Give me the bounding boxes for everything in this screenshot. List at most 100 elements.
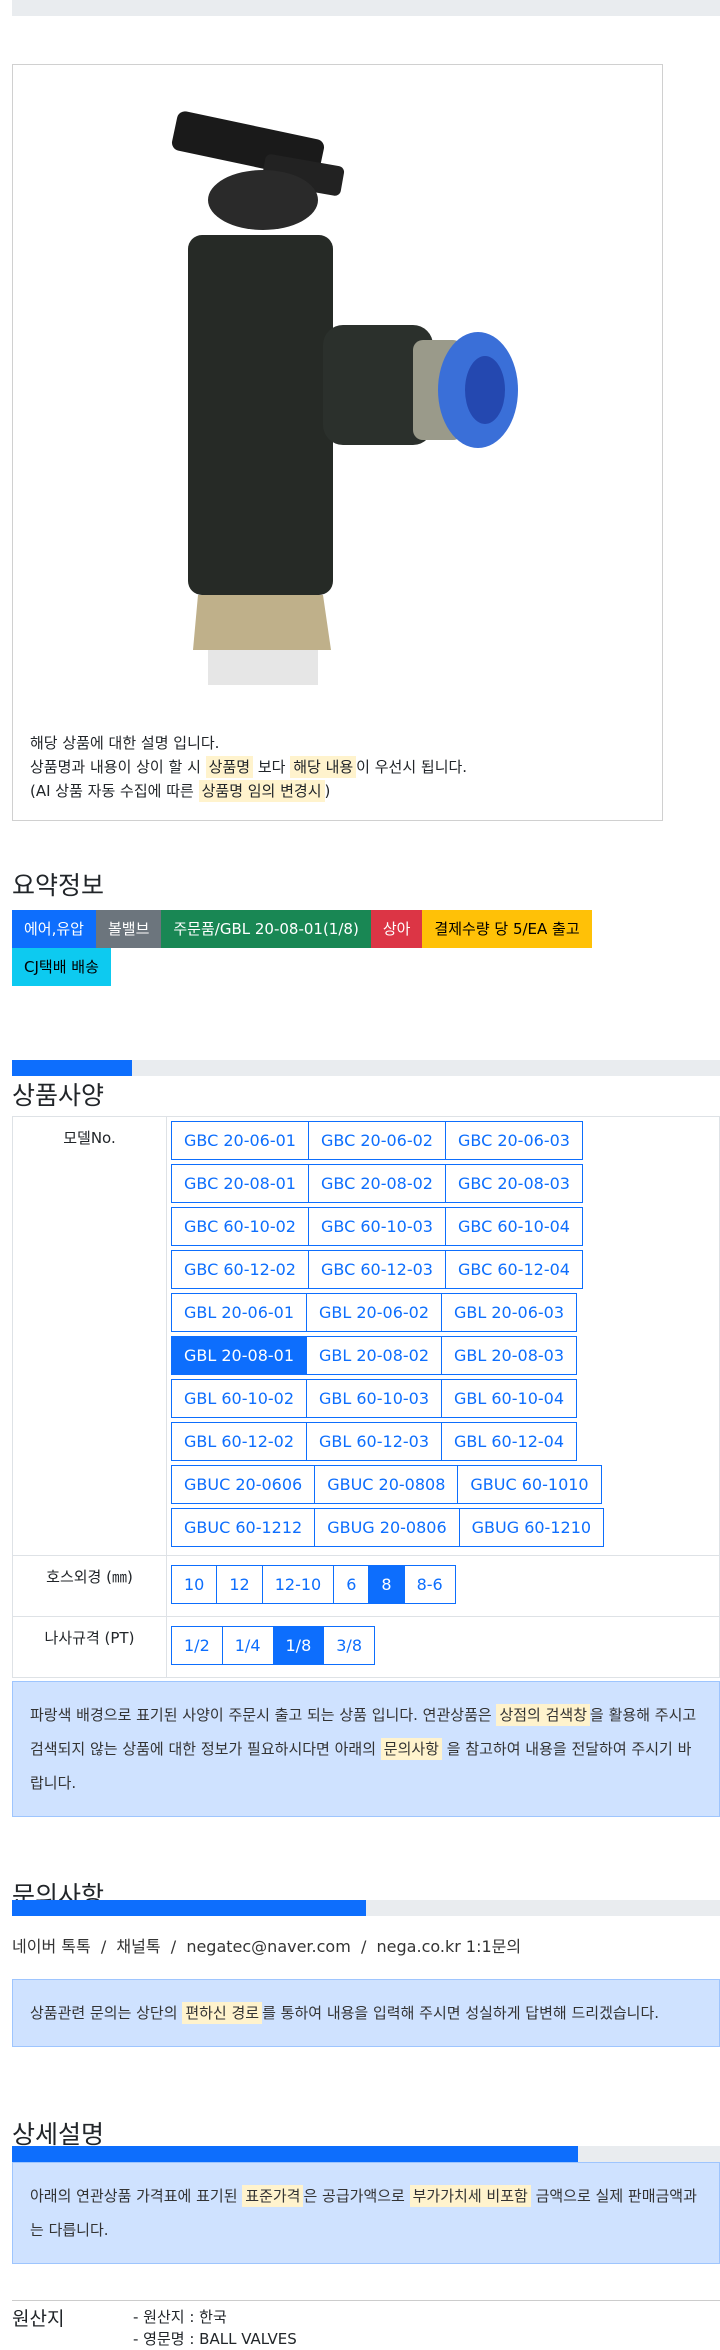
model-option-button[interactable]: GBL 60-12-03 <box>306 1422 442 1461</box>
model-option-button[interactable]: GBC 20-06-03 <box>444 1121 583 1160</box>
model-row: GBC 60-10-02 GBC 60-10-03 GBC 60-10-04 <box>171 1207 715 1246</box>
model-option-button[interactable]: GBC 20-06-02 <box>307 1121 446 1160</box>
origin-line: - 영문명 : BALL VALVES <box>133 2330 297 2348</box>
notice-text-part: ) <box>324 782 331 800</box>
spec-row-model: 모델No. GBC 20-06-01 GBC 20-06-02 GBC 20-06-0… <box>12 1116 720 1556</box>
notice-text-part: 상품명과 내용이 상이 할 시 <box>30 758 206 776</box>
model-options: GBC 20-06-01 GBC 20-06-02 GBC 20-06-03 GBC … <box>171 1121 715 1547</box>
model-row: GBUC 20-0606 GBUC 20-0808 GBUC 60-1010 <box>171 1465 715 1504</box>
model-option-button[interactable]: GBC 20-08-01 <box>171 1164 309 1203</box>
summary-badges: 에어,유압 볼밸브 주문품/GBL 20-08-01(1/8) 상아 결제수량 당 5/… <box>12 910 672 986</box>
model-row: GBC 20-08-01 GBC 20-08-02 GBC 20-08-03 <box>171 1164 715 1203</box>
model-option-button[interactable]: GBUG 60-1210 <box>458 1508 605 1547</box>
divider <box>12 2300 720 2301</box>
model-option-button[interactable]: GBL 60-12-02 <box>171 1422 307 1461</box>
info-text: 을 참고하여 내용을 전달하여 주시기 바랍니다. <box>30 1740 692 1792</box>
product-image-box: 해당 상품에 대한 설명 입니다. 상품명과 내용이 상이 할 시 상품명 보다… <box>12 64 663 821</box>
info-text: 상품관련 문의는 상단의 <box>30 2004 183 2022</box>
thread-option-button[interactable]: 1/4 <box>221 1626 274 1665</box>
highlight: 표준가격 <box>242 2185 304 2207</box>
model-option-button[interactable]: GBC 20-08-03 <box>444 1164 583 1203</box>
notice-line-1: 해당 상품에 대한 설명 입니다. <box>30 734 220 752</box>
model-option-button[interactable]: GBUC 60-1010 <box>457 1465 602 1504</box>
highlight: 편하신 경로 <box>182 2002 263 2024</box>
highlight: 상점의 검색창 <box>496 1704 591 1726</box>
hose-option-button[interactable]: 12 <box>216 1565 263 1604</box>
model-option-button[interactable]: GBC 60-10-03 <box>307 1207 446 1246</box>
model-option-button[interactable]: GBC 60-10-04 <box>444 1207 583 1246</box>
info-text: 를 통하여 내용을 입력해 주시면 성실하게 답변해 드리겠습니다. <box>262 2004 660 2022</box>
hose-options: 10 12 12-10 6 8 8-6 <box>171 1565 715 1604</box>
product-image <box>171 111 518 685</box>
highlight: 해당 내용 <box>290 756 357 778</box>
detail-progress <box>12 2146 720 2162</box>
spec-label: 나사규격 (PT) <box>12 1616 167 1678</box>
info-text: 은 공급가액으로 <box>303 2187 410 2205</box>
model-row: GBL 20-06-01 GBL 20-06-02 GBL 20-06-03 <box>171 1293 715 1332</box>
hose-option-button[interactable]: 6 <box>333 1565 370 1604</box>
model-option-button[interactable]: GBL 60-10-04 <box>441 1379 577 1418</box>
hose-option-button[interactable]: 10 <box>171 1565 218 1604</box>
notice-text: 해당 상품에 대한 설명 입니다. 상품명과 내용이 상이 할 시 상품명 보다… <box>30 731 467 803</box>
progress-fill <box>12 1060 133 1076</box>
model-row: GBL 60-10-02 GBL 60-10-03 GBL 60-10-04 <box>171 1379 715 1418</box>
specs-info-box: 파랑색 배경으로 표기된 사양이 주문시 출고 되는 상품 입니다. 연관상품은… <box>12 1681 720 1817</box>
thread-options: 1/2 1/4 1/8 3/8 <box>171 1626 715 1665</box>
model-option-button[interactable]: GBL 20-06-02 <box>306 1293 442 1332</box>
spec-row-thread: 나사규격 (PT) 1/2 1/4 1/8 3/8 <box>12 1616 720 1678</box>
hose-option-button[interactable]: 12-10 <box>261 1565 335 1604</box>
model-option-button[interactable]: GBUC 60-1212 <box>171 1508 316 1547</box>
model-option-button[interactable]: GBUG 20-0806 <box>314 1508 460 1547</box>
hose-option-button[interactable]: 8 <box>368 1565 405 1604</box>
summary-badge: 주문품/GBL 20-08-01(1/8) <box>161 910 371 948</box>
model-option-button[interactable]: GBL 20-08-01 <box>171 1336 307 1375</box>
contact-channels: 네이버 톡톡 / 채널톡 / negatec@naver.com / nega.… <box>12 1937 522 1956</box>
model-row: GBC 20-06-01 GBC 20-06-02 GBC 20-06-03 <box>171 1121 715 1160</box>
highlight: 부가가치세 비포함 <box>409 2185 531 2207</box>
model-row: GBC 60-12-02 GBC 60-12-03 GBC 60-12-04 <box>171 1250 715 1289</box>
summary-badge: 볼밸브 <box>95 910 162 948</box>
notice-text-part: (AI 상품 자동 수집에 따른 <box>30 782 199 800</box>
notice-text-part: 이 우선시 됩니다. <box>356 758 468 776</box>
thread-option-button[interactable]: 3/8 <box>323 1626 375 1665</box>
spec-label: 모델No. <box>12 1116 167 1556</box>
summary-badge: 결제수량 당 5/EA 출고 <box>422 910 592 948</box>
model-option-button[interactable]: GBC 60-10-02 <box>171 1207 309 1246</box>
model-option-button[interactable]: GBL 60-10-03 <box>306 1379 442 1418</box>
progress-fill <box>12 1900 366 1916</box>
progress-fill <box>12 2146 579 2162</box>
model-option-button[interactable]: GBC 60-12-02 <box>171 1250 309 1289</box>
hose-option-button[interactable]: 8-6 <box>403 1565 456 1604</box>
summary-badge: CJ택배 배송 <box>12 948 111 986</box>
spec-row-hose: 호스외경 (㎜) 10 12 12-10 6 8 8-6 <box>12 1555 720 1617</box>
thread-option-button[interactable]: 1/8 <box>272 1626 325 1665</box>
specs-progress <box>12 1060 720 1076</box>
model-option-button[interactable]: GBC 20-08-02 <box>307 1164 446 1203</box>
model-option-button[interactable]: GBC 60-12-04 <box>444 1250 583 1289</box>
highlight: 문의사항 <box>380 1738 442 1760</box>
summary-badge: 상아 <box>370 910 423 948</box>
info-text: 아래의 연관상품 가격표에 표기된 <box>30 2187 243 2205</box>
summary-badge: 에어,유압 <box>12 910 96 948</box>
thread-option-button[interactable]: 1/2 <box>171 1626 223 1665</box>
model-row: GBL 20-08-01 GBL 20-08-02 GBL 20-08-03 <box>171 1336 715 1375</box>
model-option-button[interactable]: GBL 60-12-04 <box>441 1422 577 1461</box>
model-option-button[interactable]: GBUC 20-0606 <box>171 1465 316 1504</box>
inquiry-progress <box>12 1900 720 1916</box>
info-text: 금액으로 실제 판매금액과는 다릅니다. <box>30 2187 697 2239</box>
model-option-button[interactable]: GBC 60-12-03 <box>307 1250 446 1289</box>
model-option-button[interactable]: GBUC 20-0808 <box>314 1465 459 1504</box>
detail-info-box: 아래의 연관상품 가격표에 표기된 표준가격 은 공급가액으로 부가가치세 비포함… <box>12 2162 720 2264</box>
inquiry-info-box: 상품관련 문의는 상단의 편하신 경로 를 통하여 내용을 입력해 주시면 성실하… <box>12 1979 720 2047</box>
notice-text-part: 보다 <box>253 758 291 776</box>
origin-line: - 원산지 : 한국 <box>133 2308 227 2326</box>
highlight: 상품명 임의 변경시 <box>198 780 325 802</box>
model-option-button[interactable]: GBL 20-06-01 <box>171 1293 307 1332</box>
model-option-button[interactable]: GBL 60-10-02 <box>171 1379 307 1418</box>
info-text: 파랑색 배경으로 표기된 사양이 주문시 출고 되는 상품 입니다. 연관상품은 <box>30 1706 497 1724</box>
model-option-button[interactable]: GBL 20-08-02 <box>306 1336 442 1375</box>
model-option-button[interactable]: GBL 20-08-03 <box>441 1336 577 1375</box>
model-option-button[interactable]: GBL 20-06-03 <box>441 1293 577 1332</box>
model-option-button[interactable]: GBC 20-06-01 <box>171 1121 309 1160</box>
origin-label: 원산지 <box>12 2308 65 2330</box>
